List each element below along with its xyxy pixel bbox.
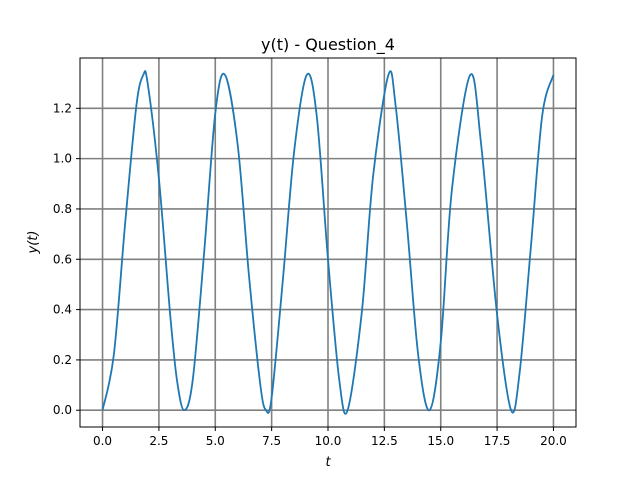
y-axis-label: y(t) bbox=[26, 231, 41, 255]
series-line bbox=[101, 70, 555, 415]
y-tick-label: 0.8 bbox=[53, 202, 72, 216]
y-tick-label: 1.0 bbox=[53, 152, 72, 166]
y-tick-label: 0.0 bbox=[53, 403, 72, 417]
x-tick-label: 7.5 bbox=[262, 434, 281, 448]
y-tick-label: 0.2 bbox=[53, 353, 72, 367]
y-tick-label: 1.2 bbox=[53, 101, 72, 115]
x-tick-label: 10.0 bbox=[315, 434, 342, 448]
y-axis-ticks: 0.0 0.2 0.4 0.6 0.8 1.0 1.2 bbox=[53, 101, 80, 417]
x-tick-label: 2.5 bbox=[149, 434, 168, 448]
x-tick-label: 5.0 bbox=[206, 434, 225, 448]
x-tick-label: 20.0 bbox=[540, 434, 567, 448]
x-tick-label: 0.0 bbox=[93, 434, 112, 448]
x-tick-label: 15.0 bbox=[427, 434, 454, 448]
y-tick-label: 0.4 bbox=[53, 303, 72, 317]
chart-title: y(t) - Question_4 bbox=[261, 35, 395, 55]
x-tick-label: 17.5 bbox=[484, 434, 511, 448]
x-axis-label: t bbox=[325, 455, 331, 470]
y-tick-label: 0.6 bbox=[53, 252, 72, 266]
plot-area bbox=[101, 70, 555, 415]
x-axis-ticks: 0.0 2.5 5.0 7.5 10.0 12.5 15.0 17.5 20.0 bbox=[93, 427, 567, 448]
x-tick-label: 12.5 bbox=[371, 434, 398, 448]
